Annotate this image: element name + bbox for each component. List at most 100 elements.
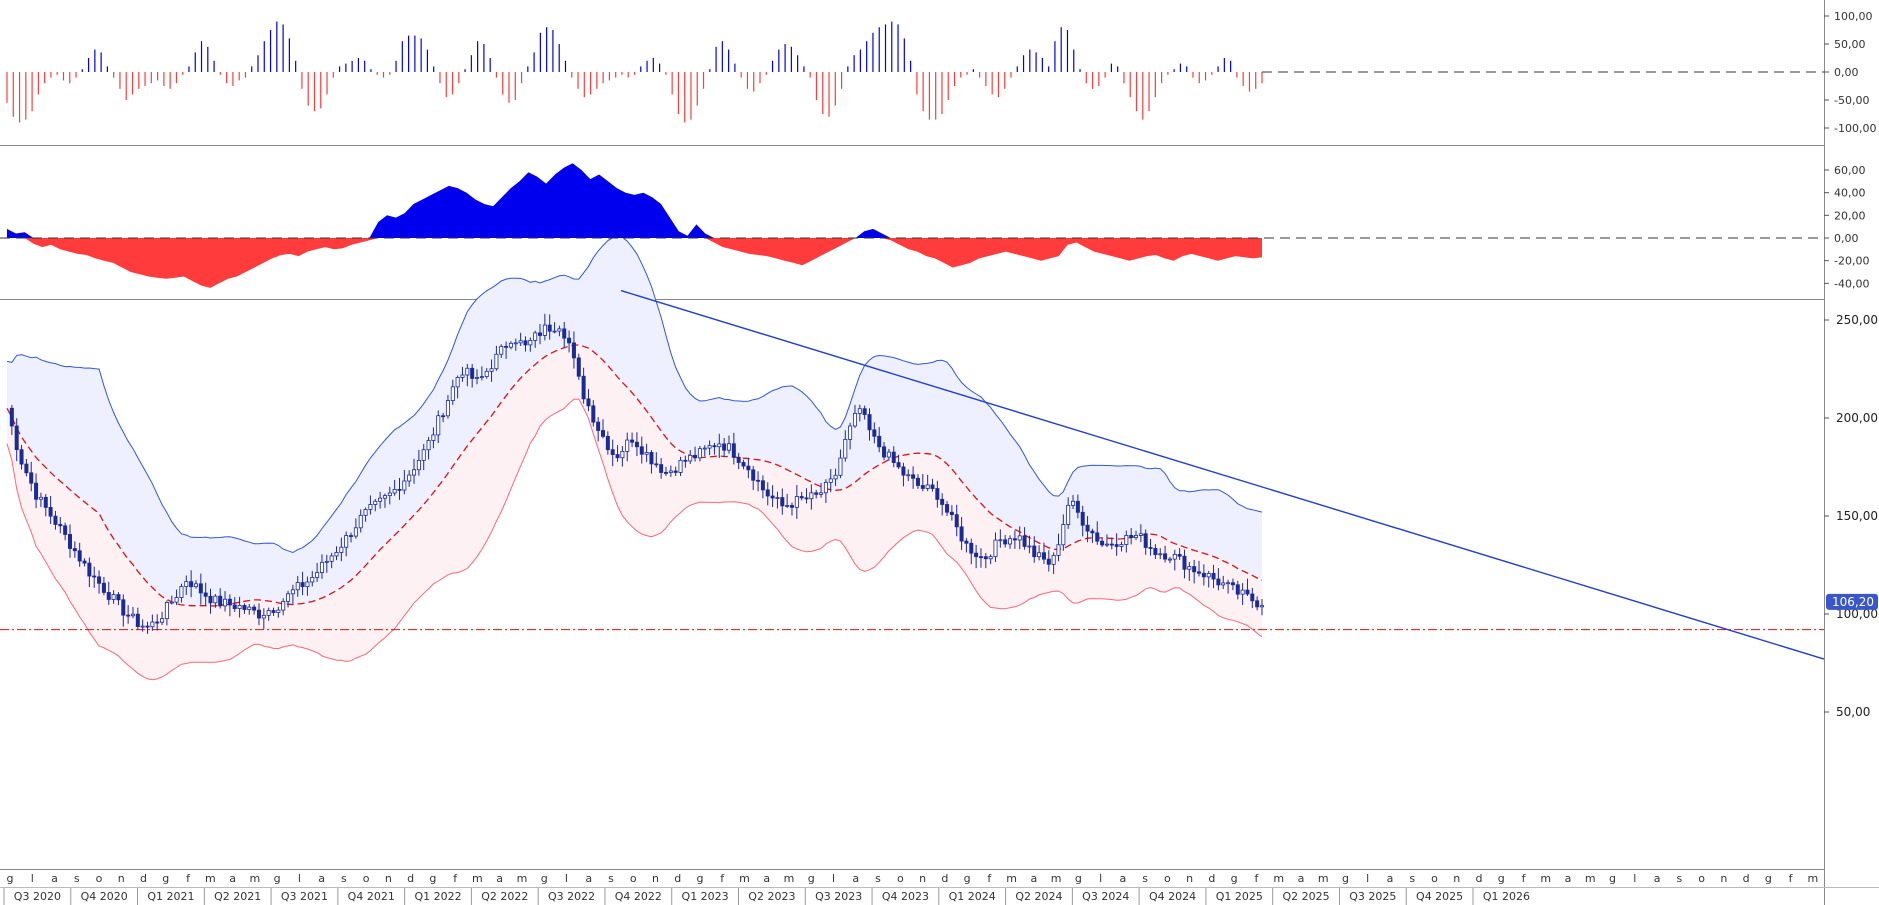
candle bbox=[140, 619, 145, 632]
candle bbox=[693, 446, 698, 462]
candle bbox=[1192, 559, 1197, 584]
month-label: g bbox=[808, 872, 815, 885]
candle bbox=[1124, 530, 1129, 553]
month-label: o bbox=[1431, 872, 1438, 885]
candle bbox=[126, 605, 131, 624]
candle bbox=[508, 341, 513, 350]
month-label: a bbox=[496, 872, 503, 885]
candle bbox=[378, 491, 383, 509]
candle bbox=[373, 499, 378, 512]
candle bbox=[988, 554, 993, 565]
price-tick-label: 200,00 bbox=[1836, 411, 1878, 425]
month-label: d bbox=[1743, 872, 1750, 885]
candle bbox=[189, 570, 194, 598]
candle bbox=[911, 466, 916, 489]
candle bbox=[746, 457, 751, 479]
osc2-negative-area bbox=[7, 238, 1262, 288]
candle bbox=[43, 494, 48, 517]
candle bbox=[765, 482, 770, 506]
month-label: l bbox=[298, 872, 301, 885]
candle bbox=[571, 331, 576, 369]
candle bbox=[431, 427, 436, 449]
candle bbox=[838, 449, 843, 479]
month-label: m bbox=[472, 872, 483, 885]
candle bbox=[1240, 583, 1245, 606]
candle bbox=[925, 474, 930, 492]
candle bbox=[353, 518, 358, 539]
quarter-label: Q4 2022 bbox=[615, 890, 662, 903]
candle bbox=[504, 341, 509, 359]
candle bbox=[445, 394, 450, 419]
month-label: a bbox=[1120, 872, 1127, 885]
candle bbox=[87, 557, 92, 588]
candle bbox=[334, 546, 339, 561]
candle bbox=[1027, 535, 1032, 554]
candle bbox=[630, 432, 635, 448]
candle bbox=[581, 367, 586, 404]
candle bbox=[72, 541, 77, 558]
candle bbox=[164, 600, 169, 626]
candle bbox=[920, 473, 925, 492]
candle bbox=[823, 479, 828, 503]
candle bbox=[1046, 550, 1051, 572]
candle bbox=[1167, 556, 1172, 564]
osc2-tick-label: 0,00 bbox=[1834, 232, 1859, 245]
candle bbox=[1095, 521, 1100, 545]
candle bbox=[436, 410, 441, 444]
candle bbox=[203, 582, 208, 606]
candle bbox=[547, 314, 552, 340]
candle bbox=[1235, 580, 1240, 600]
month-label: n bbox=[1453, 872, 1460, 885]
candle bbox=[857, 404, 862, 422]
last-price-badge: 106,20 bbox=[1826, 593, 1878, 610]
candle bbox=[305, 576, 310, 596]
candle bbox=[935, 480, 940, 508]
candle bbox=[794, 484, 799, 519]
candle bbox=[227, 594, 232, 617]
histogram-oscillator-panel: 100,00 50,00 0,00 -50,00 -100,00 bbox=[6, 10, 1876, 135]
candle bbox=[533, 330, 538, 348]
quarter-label: Q1 2025 bbox=[1216, 890, 1263, 903]
month-label: g bbox=[1342, 872, 1349, 885]
osc2-axis: 60,00 40,00 20,00 0,00 -20,00 -40,00 bbox=[1824, 164, 1869, 290]
month-label: m bbox=[1540, 872, 1551, 885]
candle bbox=[736, 452, 741, 470]
candle bbox=[344, 531, 349, 557]
quarter-label: Q3 2021 bbox=[281, 890, 328, 903]
month-label: s bbox=[875, 872, 881, 885]
candle bbox=[644, 443, 649, 463]
month-label: s bbox=[1676, 872, 1682, 885]
quarter-label: Q1 2021 bbox=[147, 890, 194, 903]
quarter-label: Q4 2025 bbox=[1416, 890, 1463, 903]
candle bbox=[601, 419, 606, 439]
candle bbox=[1017, 526, 1022, 550]
quarter-label: Q4 2021 bbox=[348, 890, 395, 903]
candle bbox=[310, 570, 315, 587]
candle bbox=[416, 449, 421, 476]
month-label: l bbox=[832, 872, 835, 885]
quarter-label: Q1 2023 bbox=[682, 890, 729, 903]
candle bbox=[9, 405, 14, 436]
candle bbox=[1172, 549, 1177, 571]
candle bbox=[1221, 575, 1226, 590]
candle bbox=[48, 496, 53, 525]
month-label: f bbox=[453, 872, 458, 885]
candle bbox=[1158, 548, 1163, 560]
candle bbox=[983, 552, 988, 569]
candle bbox=[882, 441, 887, 461]
candle bbox=[116, 592, 121, 606]
candle bbox=[489, 359, 494, 382]
candle bbox=[993, 532, 998, 562]
candle bbox=[605, 431, 610, 455]
candle bbox=[848, 422, 853, 450]
downtrend-line bbox=[620, 289, 1825, 660]
candle bbox=[387, 486, 392, 505]
month-label: a bbox=[763, 872, 770, 885]
candle bbox=[814, 489, 819, 499]
candle bbox=[586, 389, 591, 412]
month-label: o bbox=[363, 872, 370, 885]
candle bbox=[974, 544, 979, 569]
candle bbox=[412, 458, 417, 484]
candle bbox=[53, 510, 58, 530]
candle bbox=[315, 562, 320, 582]
